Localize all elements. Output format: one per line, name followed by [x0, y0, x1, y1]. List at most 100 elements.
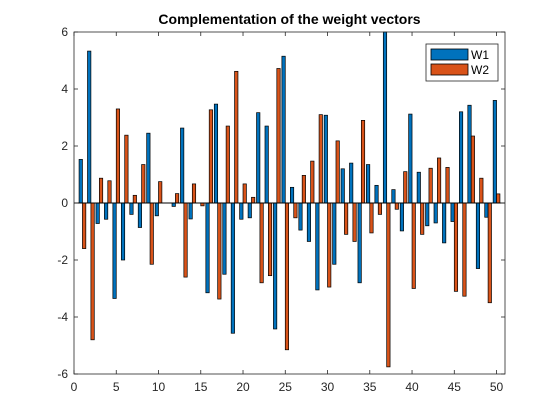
x-tick-label: 20 [236, 380, 250, 394]
series-w1-bars [78, 31, 497, 334]
bar-w1-22 [256, 112, 261, 204]
bar-w1-46 [459, 111, 464, 204]
bar-w2-6 [124, 134, 129, 204]
bar-w1-29 [315, 202, 320, 291]
bar-w2-29 [318, 114, 323, 204]
bar-w1-32 [340, 168, 345, 204]
bar-w1-27 [298, 202, 303, 231]
bar-w1-8 [137, 202, 142, 228]
bar-w2-5 [115, 108, 120, 204]
bar-w1-49 [484, 202, 489, 218]
bar-w1-6 [120, 202, 126, 261]
y-tick-label: -2 [57, 253, 68, 267]
bar-w2-27 [301, 175, 306, 204]
bar-w1-47 [467, 104, 472, 204]
bar-w2-41 [420, 202, 425, 235]
bar-w2-37 [386, 202, 391, 368]
bar-w1-42 [425, 202, 430, 227]
bar-w2-32 [344, 202, 349, 235]
bar-w1-41 [416, 171, 421, 204]
bar-w2-18 [225, 125, 230, 204]
bar-w2-16 [208, 109, 213, 204]
bar-w2-2 [90, 202, 95, 341]
bar-w1-25 [281, 55, 286, 204]
bar-w1-21 [247, 202, 252, 219]
bar-w1-14 [188, 202, 193, 220]
bar-w2-28 [310, 160, 315, 204]
legend-label-w1: W1 [471, 48, 489, 62]
bar-w1-48 [475, 202, 480, 269]
bar-w2-38 [394, 202, 399, 210]
bar-w1-17 [213, 103, 219, 204]
x-tick-label: 10 [152, 380, 166, 394]
bar-w2-19 [234, 70, 239, 204]
bar-w2-35 [369, 202, 374, 234]
bar-w1-36 [374, 184, 379, 204]
y-tick-label: 0 [61, 196, 68, 210]
series-w2-bars [82, 68, 501, 368]
bar-w2-17 [217, 202, 222, 300]
bar-w2-33 [352, 202, 357, 242]
bar-w1-10 [154, 202, 159, 217]
x-tick-label: 25 [279, 380, 293, 394]
legend-label-w2: W2 [471, 63, 489, 77]
legend: W1 W2 [425, 43, 499, 82]
bar-w2-50 [496, 193, 501, 204]
bar-w1-9 [146, 132, 151, 204]
x-tick-label: 30 [321, 380, 335, 394]
bar-w1-13 [180, 127, 185, 204]
bar-w1-4 [104, 202, 109, 220]
y-tick-label: 6 [61, 25, 68, 39]
bar-w2-13 [183, 202, 188, 278]
y-tick-label: 4 [61, 82, 68, 96]
bar-w1-3 [95, 202, 100, 224]
bar-w2-10 [158, 181, 163, 204]
chart-title: Complementation of the weight vectors [158, 11, 420, 27]
y-axis-ticks: -6 -4 -2 0 2 4 6 [57, 25, 505, 381]
x-tick-label: 35 [363, 380, 377, 394]
bar-w1-19 [230, 202, 235, 334]
bar-w1-16 [205, 202, 210, 294]
x-tick-label: 15 [194, 380, 208, 394]
bar-w1-7 [129, 202, 134, 215]
bar-w1-44 [442, 202, 447, 244]
bar-w1-37 [382, 31, 388, 204]
bar-w1-18 [222, 202, 227, 275]
bar-w2-22 [259, 202, 264, 284]
legend-swatch-w1 [430, 48, 469, 61]
bar-w1-26 [290, 186, 295, 204]
x-tick-label: 45 [448, 380, 462, 394]
legend-swatch-w2 [430, 63, 469, 76]
bar-w1-43 [433, 202, 438, 224]
bar-w2-43 [437, 157, 442, 204]
bar-w2-4 [107, 180, 112, 204]
bar-w1-39 [399, 202, 404, 232]
bar-w1-50 [492, 100, 497, 204]
bar-w1-38 [391, 189, 396, 204]
bar-w2-7 [132, 194, 137, 204]
x-tick-label: 50 [490, 380, 504, 394]
bar-w1-5 [112, 202, 117, 299]
bar-w2-8 [141, 164, 146, 204]
bar-w1-23 [264, 125, 269, 204]
bar-w2-36 [377, 202, 382, 215]
bar-w2-40 [411, 202, 416, 289]
bar-w1-33 [349, 162, 354, 204]
bar-w1-20 [239, 202, 244, 220]
bar-w2-14 [191, 183, 197, 204]
bar-w2-21 [251, 196, 256, 204]
bar-w1-28 [306, 202, 311, 242]
bar-w2-45 [453, 202, 459, 292]
bar-w2-48 [479, 177, 484, 204]
bar-w2-9 [149, 202, 154, 265]
x-axis-ticks: 0 5 10 15 20 25 30 35 40 45 50 [71, 32, 504, 394]
x-tick-label: 0 [71, 380, 78, 394]
bar-w2-20 [242, 183, 247, 204]
x-tick-label: 40 [405, 380, 419, 394]
y-tick-label: 2 [61, 139, 68, 153]
bar-w2-46 [462, 202, 467, 297]
bar-w1-34 [357, 202, 362, 284]
bar-w2-24 [276, 68, 281, 204]
y-tick-label: -6 [57, 367, 68, 381]
